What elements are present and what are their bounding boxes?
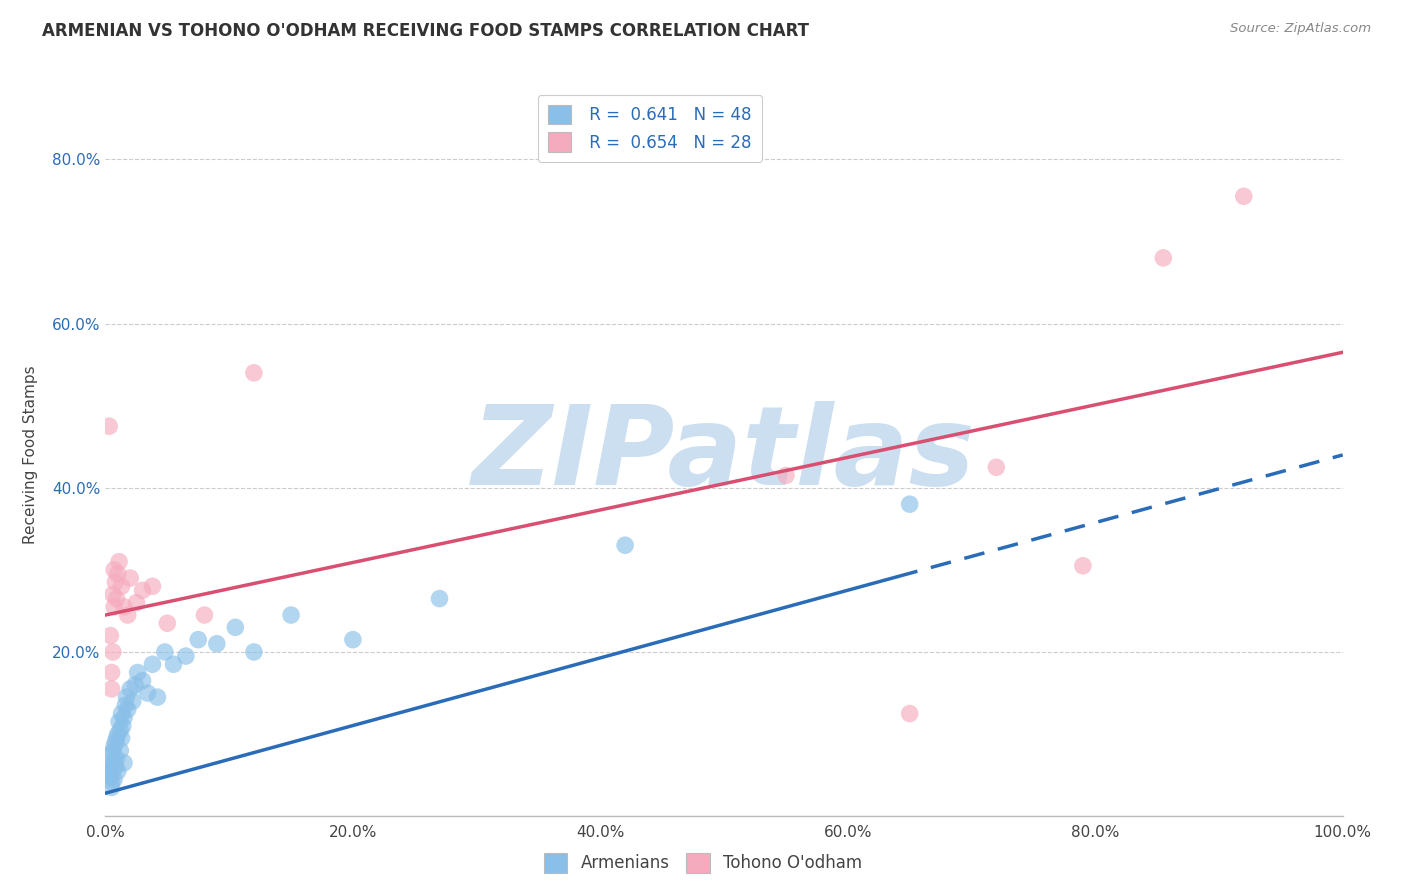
Point bbox=[153, 645, 176, 659]
Point bbox=[124, 678, 146, 692]
Point bbox=[101, 762, 124, 776]
Point bbox=[120, 681, 142, 696]
Point bbox=[342, 632, 364, 647]
Point bbox=[146, 690, 169, 705]
Point bbox=[110, 743, 132, 757]
Point bbox=[136, 686, 159, 700]
Point bbox=[101, 645, 124, 659]
Point bbox=[108, 555, 131, 569]
Point bbox=[104, 760, 127, 774]
Point bbox=[100, 628, 122, 642]
Point bbox=[112, 756, 135, 770]
Point bbox=[115, 690, 138, 705]
Point bbox=[107, 764, 129, 778]
Point bbox=[101, 745, 124, 759]
Point bbox=[205, 637, 228, 651]
Point bbox=[105, 752, 128, 766]
Point bbox=[103, 599, 125, 614]
Point bbox=[243, 366, 266, 380]
Point bbox=[114, 698, 136, 713]
Point bbox=[243, 645, 266, 659]
Point bbox=[103, 753, 125, 767]
Point bbox=[111, 719, 134, 733]
Point bbox=[614, 538, 637, 552]
Point bbox=[112, 599, 135, 614]
Point bbox=[141, 657, 163, 672]
Point bbox=[131, 673, 153, 688]
Point bbox=[100, 770, 122, 784]
Point bbox=[174, 649, 197, 664]
Point bbox=[107, 566, 129, 581]
Point bbox=[104, 575, 127, 590]
Text: ZIPatlas: ZIPatlas bbox=[472, 401, 976, 508]
Point bbox=[107, 727, 129, 741]
Point bbox=[1233, 189, 1256, 203]
Point bbox=[193, 607, 215, 622]
Point bbox=[98, 419, 121, 434]
Point bbox=[103, 563, 125, 577]
Point bbox=[775, 468, 797, 483]
Point bbox=[986, 460, 1008, 475]
Legend: Armenians, Tohono O'odham: Armenians, Tohono O'odham bbox=[537, 847, 869, 880]
Point bbox=[105, 731, 128, 746]
Point bbox=[110, 579, 132, 593]
Point bbox=[100, 774, 122, 789]
Point bbox=[110, 731, 132, 746]
Point bbox=[117, 702, 139, 716]
Point bbox=[103, 772, 125, 787]
Point bbox=[100, 681, 122, 696]
Point bbox=[429, 591, 451, 606]
Point bbox=[162, 657, 184, 672]
Point bbox=[103, 739, 125, 754]
Point bbox=[98, 764, 121, 778]
Point bbox=[112, 711, 135, 725]
Point bbox=[108, 714, 131, 729]
Point bbox=[898, 706, 921, 721]
Point bbox=[100, 780, 122, 795]
Point bbox=[1071, 558, 1094, 573]
Point bbox=[127, 665, 149, 680]
Point bbox=[224, 620, 246, 634]
Point bbox=[101, 587, 124, 601]
Point bbox=[100, 665, 122, 680]
Text: ARMENIAN VS TOHONO O'ODHAM RECEIVING FOOD STAMPS CORRELATION CHART: ARMENIAN VS TOHONO O'ODHAM RECEIVING FOO… bbox=[42, 22, 810, 40]
Y-axis label: Receiving Food Stamps: Receiving Food Stamps bbox=[24, 366, 38, 544]
Point bbox=[104, 735, 127, 749]
Legend:  R =  0.641   N = 48,  R =  0.654   N = 28: R = 0.641 N = 48, R = 0.654 N = 28 bbox=[537, 95, 762, 161]
Point bbox=[141, 579, 163, 593]
Point bbox=[100, 758, 122, 772]
Point bbox=[100, 747, 122, 762]
Point bbox=[120, 571, 142, 585]
Point bbox=[156, 616, 179, 631]
Point bbox=[125, 596, 148, 610]
Point bbox=[117, 607, 139, 622]
Point bbox=[187, 632, 209, 647]
Point bbox=[121, 694, 143, 708]
Point bbox=[898, 497, 921, 511]
Point bbox=[110, 723, 132, 737]
Point bbox=[110, 706, 132, 721]
Point bbox=[105, 591, 128, 606]
Point bbox=[280, 607, 302, 622]
Point bbox=[1152, 251, 1174, 265]
Text: Source: ZipAtlas.com: Source: ZipAtlas.com bbox=[1230, 22, 1371, 36]
Point bbox=[131, 583, 153, 598]
